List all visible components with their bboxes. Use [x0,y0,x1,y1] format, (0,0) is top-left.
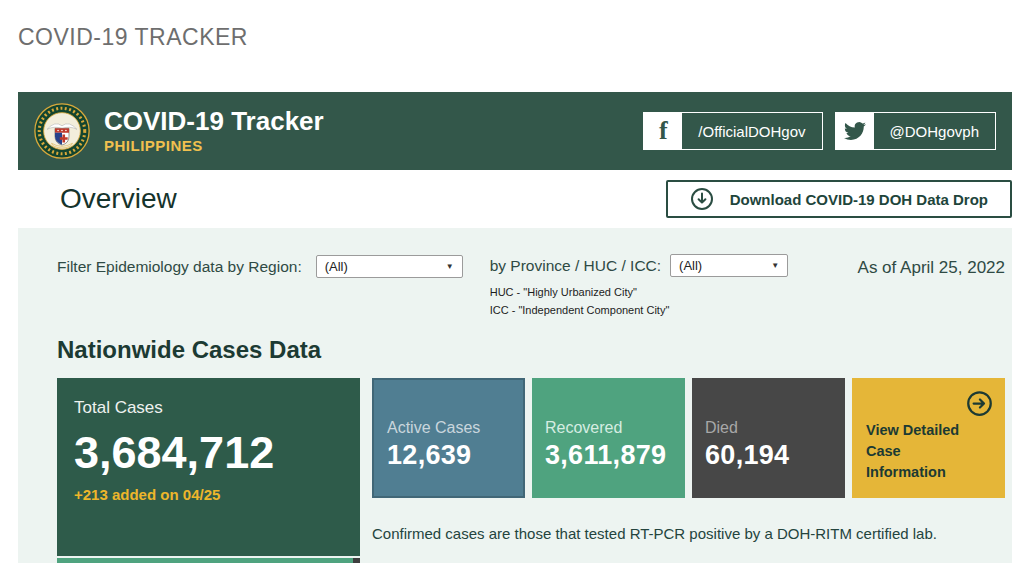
region-filter-dropdown[interactable]: (All) ▼ [316,255,463,278]
active-cases-value: 12,639 [387,440,510,471]
small-cards-row: Active Cases 12,639 Recovered 3,611,879 … [372,378,1005,498]
overview-bar: Overview Download COVID-19 DOH Data Drop [18,170,1012,228]
page-title: COVID-19 TRACKER [0,0,1024,92]
view-detailed-case-information-button[interactable]: View Detailed Case Information [852,378,1005,498]
recovered-value: 3,611,879 [545,440,672,471]
twitter-handle: @DOHgovph [874,113,995,149]
as-of-date: As of April 25, 2022 [858,258,1005,278]
province-filter-group: by Province / HUC / ICC: (All) ▼ HUC - "… [490,254,788,319]
app-title: COVID-19 Tracker [104,107,324,137]
cases-cards-row: Total Cases 3,684,712 +213 added on 04/2… [57,378,1005,563]
facebook-icon: f [644,113,682,149]
died-value: 60,194 [705,440,832,471]
total-cases-card: Total Cases 3,684,712 +213 added on 04/2… [57,378,360,556]
header-title-block: COVID-19 Tracker PHILIPPINES [104,107,324,154]
active-cases-label: Active Cases [387,419,510,437]
twitter-icon [836,113,874,149]
dashboard-container: COVID-19 Tracker PHILIPPINES f /Official… [18,92,1012,563]
scrollbar-thumb[interactable] [57,558,353,563]
twitter-bird-icon [844,120,866,142]
app-subtitle: PHILIPPINES [104,137,324,154]
confirmed-cases-footnote: Confirmed cases are those that tested RT… [372,525,1005,542]
cases-right-column: Active Cases 12,639 Recovered 3,611,879 … [372,378,1005,542]
facebook-handle: /OfficialDOHgov [682,113,821,149]
download-data-drop-button[interactable]: Download COVID-19 DOH Data Drop [666,180,1012,218]
recovered-label: Recovered [545,419,672,437]
circle-arrow-right-icon [966,390,993,417]
region-filter-value: (All) [325,259,348,274]
facebook-f-glyph: f [659,118,668,144]
download-label: Download COVID-19 DOH Data Drop [730,191,988,208]
total-cases-label: Total Cases [74,398,360,418]
facebook-link[interactable]: f /OfficialDOHgov [643,112,822,150]
download-circle-arrow-icon [690,187,714,211]
overview-heading: Overview [60,183,177,215]
dashboard-header: COVID-19 Tracker PHILIPPINES f /Official… [18,92,1012,170]
icc-footnote: ICC - "Independent Component City" [490,302,788,320]
horizontal-scrollbar[interactable] [57,558,360,563]
huc-footnote: HUC - "Highly Urbanized City" [490,284,788,302]
scrollbar-end-cap [353,558,360,563]
died-card: Died 60,194 [692,378,845,498]
active-cases-card: Active Cases 12,639 [372,378,525,498]
province-filter-label: by Province / HUC / ICC: [490,257,661,275]
epidemiology-panel: Filter Epidemiology data by Region: (All… [18,228,1012,563]
doh-seal-logo [34,103,90,159]
chevron-down-icon: ▼ [771,261,779,270]
died-label: Died [705,419,832,437]
filter-row: Filter Epidemiology data by Region: (All… [57,254,1005,319]
province-filter-dropdown[interactable]: (All) ▼ [670,254,788,277]
province-filter-value: (All) [679,258,702,273]
view-detail-label: View Detailed Case Information [866,420,981,483]
twitter-link[interactable]: @DOHgovph [835,112,996,150]
filter-footnotes: HUC - "Highly Urbanized City" ICC - "Ind… [490,284,788,319]
total-cases-column: Total Cases 3,684,712 +213 added on 04/2… [57,378,360,563]
social-links: f /OfficialDOHgov @DOHgovph [643,112,996,150]
nationwide-cases-heading: Nationwide Cases Data [57,336,1005,364]
recovered-card: Recovered 3,611,879 [532,378,685,498]
region-filter-label: Filter Epidemiology data by Region: [57,258,302,276]
total-cases-value: 3,684,712 [74,427,360,479]
province-filter-top: by Province / HUC / ICC: (All) ▼ [490,254,788,277]
chevron-down-icon: ▼ [446,262,454,271]
total-cases-delta: +213 added on 04/25 [74,486,360,503]
